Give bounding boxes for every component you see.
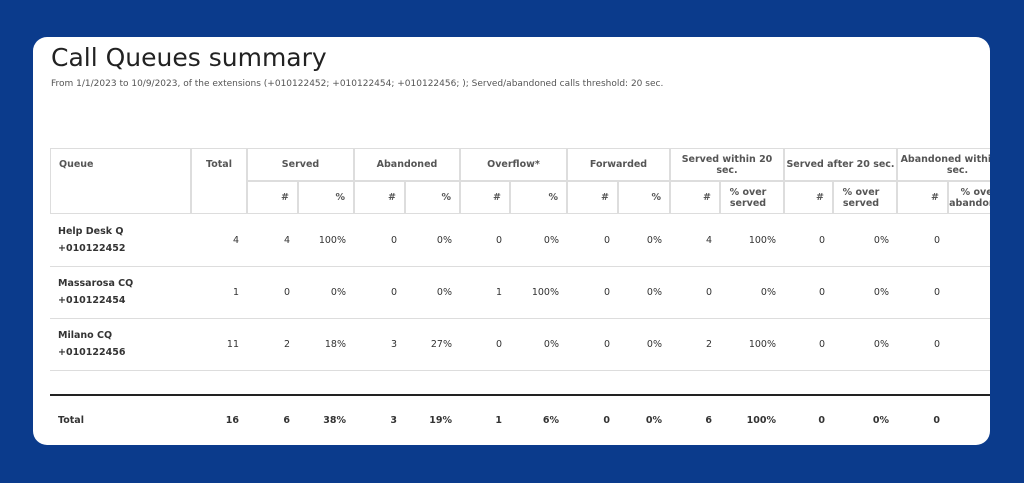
report-title: Call Queues summary xyxy=(51,43,327,72)
table-cell: 4 xyxy=(705,234,712,246)
sub-header-cell: % over abandoned xyxy=(948,181,990,214)
table-cell: 100% xyxy=(318,234,346,246)
sub-header-cell: % xyxy=(618,181,670,214)
table-cell: 0 xyxy=(495,234,502,246)
table-cell: 2 xyxy=(705,338,712,350)
total-cell: 6 xyxy=(283,414,290,426)
total-cell: 38% xyxy=(323,414,346,426)
sub-header-cell: % over served xyxy=(720,181,784,214)
table-cell: 0 xyxy=(495,338,502,350)
table-cell: 4 xyxy=(283,234,290,246)
header-cell: Served after 20 sec. xyxy=(784,148,897,181)
total-cell: 1 xyxy=(495,414,502,426)
table-cell: 0% xyxy=(646,338,662,350)
queue-text: Help Desk Q xyxy=(58,226,124,237)
report-card: Call Queues summary From 1/1/2023 to 10/… xyxy=(33,37,990,445)
table-cell: 1 xyxy=(495,286,502,298)
total-cell: 6% xyxy=(542,414,559,426)
table-cell: 100% xyxy=(748,338,776,350)
row-divider xyxy=(50,370,990,371)
total-label: Total xyxy=(58,414,84,426)
total-cell: 0% xyxy=(645,414,662,426)
table-cell: 0% xyxy=(436,234,452,246)
header-cell: Abandoned within 20 sec. xyxy=(897,148,990,181)
row-divider xyxy=(50,266,990,267)
row-divider xyxy=(50,318,990,319)
header-cell: Forwarded xyxy=(567,148,670,181)
table-cell: 100% xyxy=(531,286,559,298)
table-cell: 0 xyxy=(390,286,397,298)
table-cell: 0 xyxy=(933,286,940,298)
total-cell: 6 xyxy=(705,414,712,426)
table-cell: 0 xyxy=(933,234,940,246)
queue-text: +010122454 xyxy=(58,295,126,306)
total-cell: 0 xyxy=(818,414,825,426)
table-cell: 0 xyxy=(818,338,825,350)
table-cell: 0% xyxy=(543,234,559,246)
total-cell: 16 xyxy=(225,414,239,426)
table-cell: 11 xyxy=(226,338,239,350)
table-cell: 0 xyxy=(603,338,610,350)
queue-cell: Milano CQ +010122456 xyxy=(50,318,191,370)
queue-text: +010122456 xyxy=(58,347,126,358)
report-subtitle: From 1/1/2023 to 10/9/2023, of the exten… xyxy=(51,79,664,89)
sub-header-cell: # xyxy=(354,181,405,214)
table-cell: 0 xyxy=(283,286,290,298)
table-cell: 18% xyxy=(324,338,346,350)
table-cell: 0 xyxy=(603,234,610,246)
header-cell: Served within 20 sec. xyxy=(670,148,784,181)
table-cell: 0% xyxy=(436,286,452,298)
header-cell: Served xyxy=(247,148,354,181)
sub-header-cell: # xyxy=(897,181,948,214)
queue-text: +010122452 xyxy=(58,243,126,254)
total-cell: 0% xyxy=(872,414,889,426)
table-cell: 0 xyxy=(603,286,610,298)
table-cell: 0% xyxy=(646,234,662,246)
table-cell: 0 xyxy=(818,234,825,246)
total-cell: 3 xyxy=(390,414,397,426)
total-cell: 0 xyxy=(933,414,940,426)
table-cell: 0% xyxy=(760,286,776,298)
queue-cell: Massarosa CQ +010122454 xyxy=(50,266,191,318)
table-cell: 0 xyxy=(390,234,397,246)
sub-header-cell: % xyxy=(405,181,460,214)
table-cell: 0% xyxy=(646,286,662,298)
table-cell: 27% xyxy=(430,338,452,350)
sub-header-cell: # xyxy=(460,181,510,214)
table-cell: 3 xyxy=(390,338,397,350)
header-cell: Abandoned xyxy=(354,148,460,181)
table-cell: 0% xyxy=(543,338,559,350)
table-cell: 0 xyxy=(818,286,825,298)
table-cell: 0% xyxy=(330,286,346,298)
sub-header-cell: # xyxy=(247,181,298,214)
table-cell: 100% xyxy=(748,234,776,246)
table-cell: 0% xyxy=(873,234,889,246)
table-cell: 2 xyxy=(283,338,290,350)
sub-header-cell: % xyxy=(298,181,354,214)
sub-header-cell: # xyxy=(670,181,720,214)
total-divider xyxy=(50,394,990,396)
queue-text: Massarosa CQ xyxy=(58,278,134,289)
sub-header-cell: % xyxy=(510,181,567,214)
table-cell: 0% xyxy=(873,286,889,298)
queue-cell: Help Desk Q +010122452 xyxy=(50,214,191,266)
total-cell: 19% xyxy=(429,414,452,426)
table-cell: 0 xyxy=(705,286,712,298)
total-cell: 100% xyxy=(746,414,776,426)
header-cell: Queue xyxy=(50,148,191,214)
table-cell: 1 xyxy=(232,286,239,298)
queue-text: Milano CQ xyxy=(58,330,113,341)
header-cell: Total xyxy=(191,148,247,214)
header-cell: Overflow* xyxy=(460,148,567,181)
total-cell: 0 xyxy=(603,414,610,426)
sub-header-cell: # xyxy=(784,181,833,214)
table-cell: 0% xyxy=(873,338,889,350)
table-cell: 4 xyxy=(232,234,239,246)
sub-header-cell: # xyxy=(567,181,618,214)
sub-header-cell: % over served xyxy=(833,181,897,214)
table-cell: 0 xyxy=(933,338,940,350)
